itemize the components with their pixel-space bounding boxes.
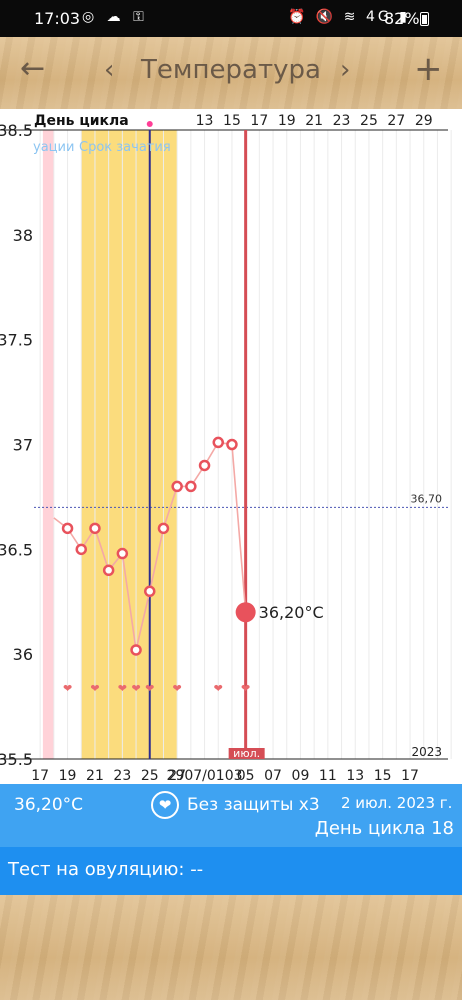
selected-temperature: 36,20°C <box>14 795 84 815</box>
previous-chevron-icon[interactable]: ‹ <box>104 55 115 85</box>
fertile-window-band <box>81 130 178 759</box>
heart-icon: ❤ <box>131 682 140 695</box>
ovulation-dot-icon <box>146 121 153 127</box>
date-tick-label: 09 <box>292 768 310 784</box>
temperature-point <box>102 564 115 577</box>
selected-date: 2 июл. 2023 г. <box>341 794 453 812</box>
cycle-day-tick-label: 21 <box>305 113 323 129</box>
date-tick-label: 13 <box>346 768 364 784</box>
ovulation-test-bar[interactable]: Тест на овуляцию: -- <box>0 847 462 895</box>
cycle-day-tick-label: 23 <box>333 113 351 129</box>
footer-background <box>0 895 462 1000</box>
date-tick-label: 17 <box>31 768 49 784</box>
temperature-chart-svg[interactable]: 36,70 36,20°C ❤ ❤ ❤ ❤ ❤ ❤ ❤ ❤ 38.53837.53736.53… <box>0 109 462 784</box>
temperature-point <box>75 543 87 556</box>
heart-icon: ❤ <box>151 791 179 819</box>
app-header: ← Температура ‹ › + <box>0 37 462 109</box>
temperature-points[interactable]: 36,20°C <box>61 436 324 656</box>
marker-lines <box>146 121 248 759</box>
date-tick-label: 19 <box>59 768 77 784</box>
cycle-day-axis-label: День цикла <box>34 113 129 129</box>
add-plus-icon[interactable]: + <box>414 49 443 89</box>
chart-bands <box>42 130 178 759</box>
cycle-day-tick-label: 17 <box>250 113 268 129</box>
date-tick-label: 15 <box>374 768 392 784</box>
temperature-point <box>89 522 101 535</box>
date-tick-label: 27 <box>168 768 186 784</box>
battery-level: 82% <box>384 9 420 28</box>
date-tick-label: 25 <box>141 768 159 784</box>
date-tick-label: 05 <box>237 768 255 784</box>
temperature-point <box>185 480 197 493</box>
fertile-window-label: Срок зачатия <box>79 140 171 155</box>
y-tick-label: 38.5 <box>0 121 33 140</box>
temperature-point <box>130 644 142 656</box>
temperature-point <box>61 522 74 535</box>
year-label: 2023 <box>411 745 442 759</box>
cycle-day-tick-label: 15 <box>223 113 241 129</box>
temperature-point <box>144 585 156 598</box>
cycle-day-tick-label: 19 <box>278 113 296 129</box>
heart-icon: ❤ <box>214 682 223 695</box>
heart-icon: ❤ <box>90 682 99 695</box>
cycle-day-tick-label: 25 <box>360 113 378 129</box>
temperature-point <box>212 436 224 449</box>
heart-icon: ❤ <box>118 682 127 695</box>
y-tick-label: 37 <box>13 436 33 455</box>
reference-line-group: 36,70 <box>34 492 448 508</box>
y-tick-label: 35.5 <box>0 750 33 769</box>
protection-status: Без защиты x3 <box>187 795 320 815</box>
menstruation-band <box>42 130 54 759</box>
ovulation-window-label: уации <box>33 140 74 155</box>
y-tick-label: 37.5 <box>0 331 33 350</box>
heart-icon: ❤ <box>145 682 154 695</box>
page-title: Температура <box>141 55 321 85</box>
temperature-chart[interactable]: 36,70 36,20°C ❤ ❤ ❤ ❤ ❤ ❤ ❤ ❤ 38.5 38 37.5 37 36.5 3… <box>0 109 462 784</box>
temperature-point <box>116 547 129 560</box>
cycle-day-tick-label: 27 <box>387 113 405 129</box>
back-arrow-icon[interactable]: ← <box>20 51 46 86</box>
intercourse-markers: ❤ ❤ ❤ ❤ ❤ ❤ ❤ ❤ <box>63 682 250 695</box>
temperature-point <box>198 459 211 472</box>
chart-grid <box>0 129 452 760</box>
date-tick-label: 21 <box>86 768 104 784</box>
date-tick-label: 07 <box>264 768 282 784</box>
date-tick-label: 2907/0103 <box>167 768 243 784</box>
battery-icon <box>420 12 429 26</box>
chart-labels: 38.5 38 37.5 37 36.5 36 35.5 уации Срок зачатия Д… <box>0 113 442 784</box>
day-info-bar[interactable]: 36,20°C ❤ Без защиты x3 2 июл. 2023 г. Д… <box>0 784 462 847</box>
status-bar: 17:03 ◎ ☁ ⚿ ⏰ 🔇 ≋ 4G ▮ 82% <box>0 0 462 37</box>
heart-icon: ❤ <box>241 682 250 695</box>
cycle-day: День цикла 18 <box>314 818 454 839</box>
temperature-point <box>157 522 170 535</box>
ovulation-test-label: Тест на овуляцию: -- <box>8 859 204 880</box>
cycle-day-tick-label: 29 <box>415 113 433 129</box>
month-marker-bg <box>228 748 265 759</box>
temperature-point <box>171 480 183 493</box>
date-tick-label: 17 <box>401 768 419 784</box>
temperature-point <box>226 438 238 451</box>
current-temperature-label: 36,20°C <box>259 603 324 622</box>
heart-icon: ❤ <box>173 682 182 695</box>
current-temperature-point <box>235 602 256 623</box>
status-time: 17:03 <box>34 9 81 28</box>
y-tick-label: 38 <box>13 226 33 245</box>
month-marker-label: июл. <box>233 747 260 760</box>
cycle-day-tick-label: 13 <box>196 113 214 129</box>
date-tick-label: 23 <box>113 768 131 784</box>
date-tick-label: 11 <box>319 768 337 784</box>
heart-icon: ❤ <box>63 682 72 695</box>
notification-icons: ◎ ☁ ⚿ <box>82 9 148 25</box>
y-tick-label: 36.5 <box>0 540 33 559</box>
reference-line-label: 36,70 <box>411 492 443 505</box>
system-icons: ⏰ 🔇 ≋ 4G ▮ <box>288 9 410 25</box>
next-chevron-icon[interactable]: › <box>340 55 351 85</box>
y-tick-label: 36 <box>13 645 33 664</box>
